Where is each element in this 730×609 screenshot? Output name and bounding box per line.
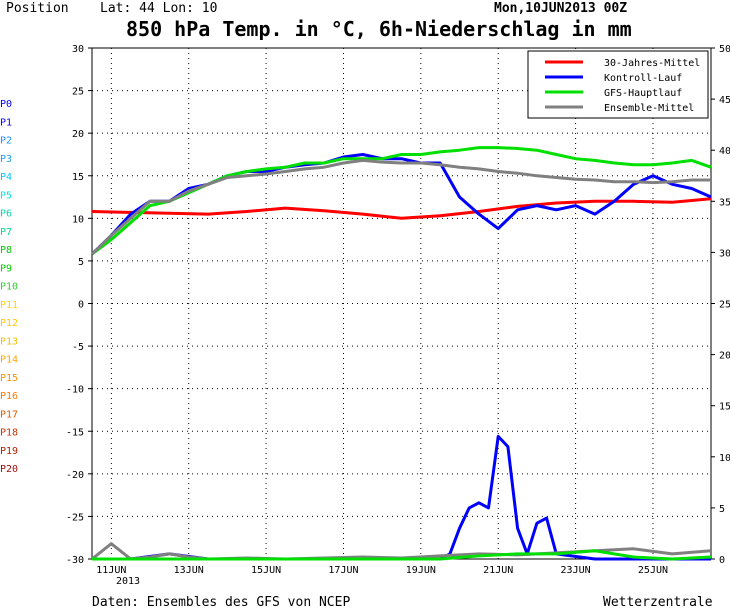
y-tick-label-left: -5: [72, 342, 84, 353]
member-label: P5: [0, 190, 12, 201]
y-tick-label-right: 35: [719, 197, 730, 208]
series-line-gfs-hauptlauf-precip: [92, 549, 712, 561]
y-tick-label-left: 5: [78, 257, 84, 268]
member-list: P0 P1 P2 P3 P4 P5 P6 P7 P8 P9 P10 P11 P12 P13 P14 P15 P1…: [0, 99, 18, 475]
x-tick-label: 19JUN: [406, 565, 436, 576]
member-label: P19: [0, 446, 18, 457]
member-label: P13: [0, 336, 18, 347]
y-tick-label-right: 25: [719, 300, 730, 311]
member-label: P9: [0, 263, 12, 274]
legend: 30-Jahres-Mittel Kontroll-Lauf GFS-Haupt…: [527, 50, 709, 119]
x-axis: 2013 11JUN 13JUN 15JUN 17JUN 19JUN 21JUN 23JUN…: [96, 565, 668, 587]
y-tick-label-left: 0: [78, 300, 84, 311]
y-tick-label-right: 30: [719, 248, 730, 259]
member-label: P0: [0, 99, 12, 110]
plot-frame: [91, 47, 712, 560]
x-tick-label: 11JUN: [96, 565, 126, 576]
member-label: P16: [0, 391, 18, 402]
series-group: [90, 146, 712, 561]
header-latlon: Lat: 44 Lon: 10: [100, 1, 217, 16]
y-axis-left: 30 25 20 15 10 5 0 -5 -10 -15 -20 -25 -30: [66, 44, 92, 566]
member-label: P18: [0, 428, 18, 439]
y-tick-label-left: 25: [72, 87, 84, 98]
y-tick-label-left: 15: [72, 172, 84, 183]
member-label: P10: [0, 282, 18, 293]
member-label: P2: [0, 136, 12, 147]
member-label: P15: [0, 373, 18, 384]
y-tick-label-left: -10: [66, 385, 84, 396]
x-tick-label: 15JUN: [251, 565, 281, 576]
x-tick-label: 17JUN: [328, 565, 358, 576]
member-label: P1: [0, 117, 12, 128]
x-year-label: 2013: [116, 576, 140, 587]
series-line-kontroll-lauf-temp: [90, 153, 712, 256]
y-tick-label-right: 50: [719, 44, 730, 55]
member-label: P14: [0, 355, 18, 366]
legend-label-30y: 30-Jahres-Mittel: [604, 58, 700, 69]
member-label: P20: [0, 464, 18, 475]
legend-label-control: Kontroll-Lauf: [604, 73, 682, 84]
y-tick-label-left: -30: [66, 555, 84, 566]
y-tick-label-left: 30: [72, 44, 84, 55]
y-tick-label-left: -15: [66, 427, 84, 438]
y-tick-label-right: 5: [719, 504, 725, 515]
y-tick-label-right: 40: [719, 146, 730, 157]
member-label: P17: [0, 409, 18, 420]
y-tick-label-left: -20: [66, 470, 84, 481]
member-label: P4: [0, 172, 12, 183]
y-tick-label-right: 0: [719, 555, 725, 566]
x-tick-label: 13JUN: [174, 565, 204, 576]
member-label: P12: [0, 318, 18, 329]
series-line-ensemble-mittel-temp: [90, 158, 711, 256]
y-tick-label-right: 15: [719, 402, 730, 413]
header-position: Position: [6, 1, 69, 16]
footer-source: Daten: Ensembles des GFS von NCEP: [92, 595, 350, 609]
header-run: Mon,10JUN2013 00Z: [494, 1, 627, 16]
x-tick-label: 25JUN: [638, 565, 668, 576]
member-label: P6: [0, 209, 12, 220]
y-tick-label-left: 20: [72, 129, 84, 140]
footer-brand: Wetterzentrale: [603, 595, 713, 609]
series-line-30-jahres-mittel-temp: [91, 197, 712, 220]
member-label: P3: [0, 154, 12, 165]
legend-label-mean: Ensemble-Mittel: [604, 103, 694, 114]
legend-label-gfs: GFS-Hauptlauf: [604, 88, 682, 99]
y-tick-label-right: 10: [719, 453, 730, 464]
x-tick-label: 21JUN: [483, 565, 513, 576]
y-tick-label-left: -25: [66, 512, 84, 523]
member-label: P7: [0, 227, 12, 238]
y-tick-label-right: 45: [719, 95, 730, 106]
member-label: P11: [0, 300, 18, 311]
x-tick-label: 23JUN: [561, 565, 591, 576]
member-label: P8: [0, 245, 12, 256]
y-tick-label-left: 10: [72, 214, 84, 225]
y-tick-label-right: 20: [719, 351, 730, 362]
chart-title: 850 hPa Temp. in °C, 6h-Niederschlag in …: [126, 17, 632, 41]
